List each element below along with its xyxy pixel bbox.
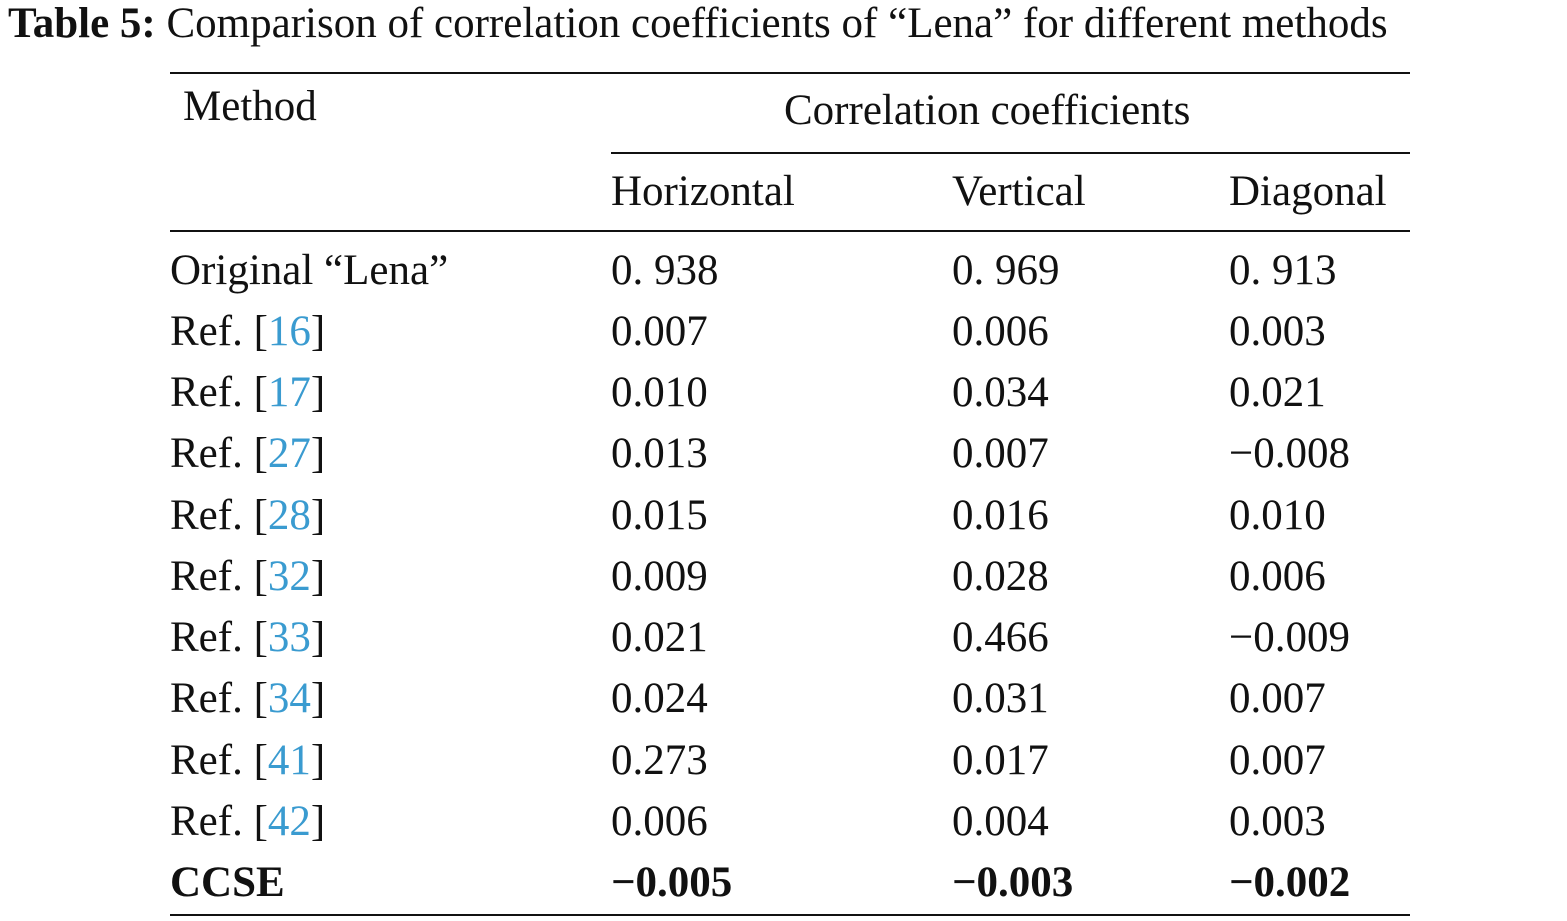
cell-horizontal: 0.013 — [611, 430, 708, 477]
cell-horizontal: 0.021 — [611, 614, 708, 661]
ref-suffix: ] — [310, 798, 326, 845]
cell-vertical: 0.004 — [952, 798, 1049, 845]
ref-suffix: ] — [310, 737, 326, 784]
cell-vertical: 0.034 — [952, 369, 1049, 416]
ref-suffix: ] — [310, 492, 326, 539]
cell-diagonal: 0. 913 — [1229, 247, 1337, 294]
cell-vertical: 0.006 — [952, 308, 1049, 355]
cell-diagonal: 0.007 — [1229, 737, 1326, 784]
row-method: Ref. [17] — [170, 368, 325, 418]
cell-vertical: 0.466 — [952, 614, 1049, 661]
row-method: CCSE — [170, 859, 285, 906]
header-horizontal: Horizontal — [611, 168, 795, 215]
ref-link[interactable]: 33 — [267, 614, 311, 661]
row-method: Ref. [34] — [170, 674, 325, 724]
row-method: Ref. [33] — [170, 613, 325, 663]
cell-diagonal: 0.006 — [1229, 553, 1326, 600]
cell-vertical: 0.007 — [952, 430, 1049, 477]
group-rule — [611, 152, 1410, 154]
cell-vertical: 0. 969 — [952, 247, 1060, 294]
cell-diagonal: 0.003 — [1229, 308, 1326, 355]
cell-diagonal: −0.009 — [1229, 614, 1351, 661]
cell-horizontal: 0.006 — [611, 798, 708, 845]
row-method: Ref. [28] — [170, 491, 325, 541]
ref-prefix: Ref. [ — [170, 553, 268, 600]
ref-link[interactable]: 17 — [267, 369, 311, 416]
cell-horizontal: 0.273 — [611, 737, 708, 784]
ref-suffix: ] — [310, 553, 326, 600]
row-method: Ref. [42] — [170, 797, 325, 847]
header-method: Method — [183, 83, 317, 130]
row-method: Original “Lena” — [170, 247, 449, 294]
cell-diagonal: −0.008 — [1229, 430, 1351, 477]
ref-link[interactable]: 41 — [267, 737, 311, 784]
cell-diagonal: 0.003 — [1229, 798, 1326, 845]
header-diagonal: Diagonal — [1229, 168, 1387, 215]
cell-vertical: 0.017 — [952, 737, 1049, 784]
row-method: Ref. [16] — [170, 307, 325, 357]
ref-prefix: Ref. [ — [170, 430, 268, 477]
header-group: Correlation coefficients — [784, 87, 1191, 134]
cell-horizontal: 0. 938 — [611, 247, 719, 294]
header-vertical: Vertical — [952, 168, 1086, 215]
ref-suffix: ] — [310, 369, 326, 416]
ref-link[interactable]: 16 — [267, 308, 311, 355]
ref-suffix: ] — [310, 430, 326, 477]
cell-vertical: 0.028 — [952, 553, 1049, 600]
ref-suffix: ] — [310, 675, 326, 722]
caption-label: Table 5: — [8, 0, 156, 47]
cell-horizontal: 0.024 — [611, 675, 708, 722]
ref-prefix: Ref. [ — [170, 369, 268, 416]
cell-diagonal: −0.002 — [1229, 859, 1351, 906]
ref-prefix: Ref. [ — [170, 614, 268, 661]
cell-diagonal: 0.010 — [1229, 492, 1326, 539]
ref-link[interactable]: 28 — [267, 492, 311, 539]
ref-link[interactable]: 34 — [267, 675, 311, 722]
table-caption: Table 5: Comparison of correlation coeff… — [8, 0, 1388, 48]
cell-vertical: 0.016 — [952, 492, 1049, 539]
ref-prefix: Ref. [ — [170, 492, 268, 539]
cell-vertical: −0.003 — [952, 859, 1074, 906]
ref-prefix: Ref. [ — [170, 675, 268, 722]
top-rule — [170, 72, 1410, 74]
cell-horizontal: 0.015 — [611, 492, 708, 539]
cell-vertical: 0.031 — [952, 675, 1049, 722]
ref-link[interactable]: 42 — [267, 798, 311, 845]
cell-horizontal: 0.007 — [611, 308, 708, 355]
cell-diagonal: 0.021 — [1229, 369, 1326, 416]
ref-link[interactable]: 32 — [267, 553, 311, 600]
ref-prefix: Ref. [ — [170, 737, 268, 784]
ref-prefix: Ref. [ — [170, 798, 268, 845]
ref-suffix: ] — [310, 308, 326, 355]
caption-text: Comparison of correlation coefficients o… — [166, 0, 1388, 47]
cell-horizontal: 0.009 — [611, 553, 708, 600]
cell-diagonal: 0.007 — [1229, 675, 1326, 722]
cell-horizontal: 0.010 — [611, 369, 708, 416]
row-method: Ref. [32] — [170, 552, 325, 602]
row-method: Ref. [27] — [170, 429, 325, 479]
ref-prefix: Ref. [ — [170, 308, 268, 355]
ref-suffix: ] — [310, 614, 326, 661]
header-rule — [170, 230, 1410, 232]
cell-horizontal: −0.005 — [611, 859, 733, 906]
bottom-rule — [170, 914, 1410, 916]
row-method: Ref. [41] — [170, 736, 325, 786]
ref-link[interactable]: 27 — [267, 430, 311, 477]
